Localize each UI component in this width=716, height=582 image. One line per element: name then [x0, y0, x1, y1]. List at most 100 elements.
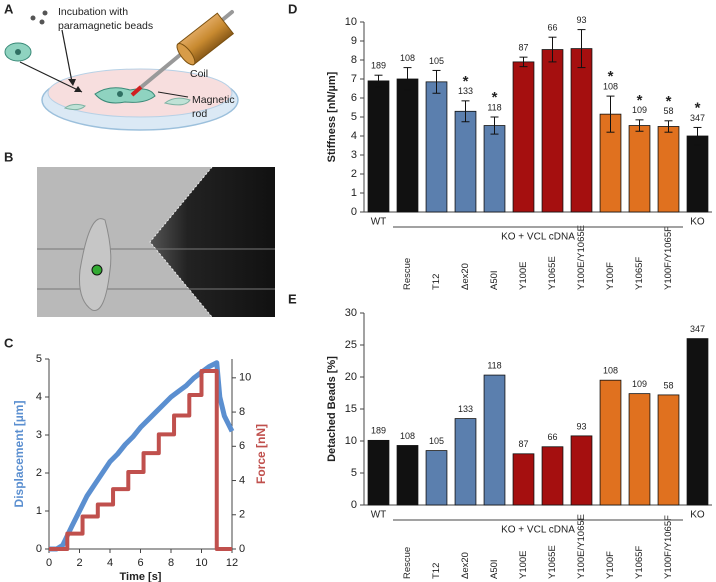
- n-label: 87: [518, 439, 528, 449]
- x-tick-label: Rescue: [402, 258, 413, 290]
- n-label: 58: [663, 380, 673, 390]
- y-tick-label: 5: [36, 353, 42, 365]
- n-label: 108: [400, 431, 415, 441]
- y-axis-label: Stiffness [nN/µm]: [326, 71, 338, 162]
- n-label: 108: [603, 366, 618, 376]
- x-tick-label: Y1065E: [547, 545, 558, 579]
- x-tick-label: Δex20: [460, 552, 471, 579]
- n-label: 189: [371, 61, 386, 71]
- n-label: 66: [547, 23, 557, 33]
- panel-label: D: [288, 1, 297, 16]
- x-tick-label: 0: [46, 557, 52, 569]
- x-tick-label: Y100F/Y1065F: [663, 226, 674, 290]
- illustration-text: Incubation with: [58, 6, 128, 18]
- bar: [628, 393, 651, 506]
- y-tick-label: 25: [345, 339, 357, 351]
- y-axis-label: Displacement [µm]: [12, 401, 26, 508]
- bar: [512, 453, 535, 506]
- bar: [541, 446, 564, 506]
- bar: [686, 338, 709, 506]
- y-tick-label: 4: [351, 130, 357, 142]
- y-tick-label: 0: [351, 206, 357, 218]
- x-tick-label: WT: [371, 217, 387, 228]
- n-label: 109: [632, 379, 647, 389]
- x-tick-label: Y100F: [605, 551, 616, 579]
- y-tick-label: 1: [36, 505, 42, 517]
- n-label: 66: [547, 432, 557, 442]
- y-tick-label: 8: [351, 54, 357, 66]
- y-tick-label: 30: [345, 307, 357, 319]
- bar: [570, 48, 593, 213]
- x-tick-label: Y100F: [605, 262, 616, 290]
- significance-mark: *: [463, 73, 469, 90]
- n-label: 118: [487, 102, 501, 112]
- n-label: 93: [576, 15, 586, 25]
- x-tick-label: Y1065F: [634, 546, 645, 579]
- x-tick-label: 10: [195, 557, 207, 569]
- data-line: [49, 360, 235, 552]
- x-tick-label: WT: [371, 510, 387, 521]
- x-tick-label: KO: [690, 217, 705, 228]
- x-tick-label: Δex20: [460, 263, 471, 290]
- x-tick-label: A50I: [489, 270, 500, 290]
- significance-mark: *: [695, 99, 701, 116]
- x-tick-label: 4: [107, 557, 113, 569]
- y2-tick-label: 6: [239, 440, 245, 452]
- illustration-text: paramagnetic beads: [58, 20, 153, 32]
- illustration-text: Magnetic: [192, 94, 235, 106]
- x-tick-label: Y1065E: [547, 256, 558, 290]
- y-axis-label: Detached Beads [%]: [326, 356, 338, 462]
- bar: [686, 135, 709, 213]
- bar: [628, 125, 651, 213]
- bar: [570, 435, 593, 506]
- x-tick-label: 12: [226, 557, 238, 569]
- bar: [512, 61, 535, 213]
- n-label: 108: [603, 81, 618, 91]
- bar: [454, 110, 477, 213]
- x-axis-label: Time [s]: [120, 571, 162, 582]
- bar: [657, 394, 680, 506]
- y-tick-label: 20: [345, 371, 357, 383]
- n-label: 118: [487, 360, 501, 370]
- y2-axis-label: Force [nN]: [254, 424, 268, 484]
- n-label: 109: [632, 105, 647, 115]
- bar: [454, 418, 477, 506]
- y-tick-label: 10: [345, 16, 357, 28]
- panel-label: B: [4, 149, 13, 164]
- x-tick-label: 2: [76, 557, 82, 569]
- x-tick-label: Y100E/Y1065E: [576, 225, 587, 290]
- y-tick-label: 0: [351, 499, 357, 511]
- n-label: 189: [371, 426, 386, 436]
- n-label: 87: [518, 43, 528, 53]
- bar: [425, 450, 448, 506]
- x-tick-label: Y100E: [518, 261, 529, 290]
- bar: [657, 126, 680, 213]
- x-tick-label: T12: [431, 274, 442, 290]
- significance-mark: *: [637, 92, 643, 109]
- illustration-text: Coil: [190, 68, 208, 80]
- panel-label: A: [4, 1, 14, 16]
- y-tick-label: 3: [351, 149, 357, 161]
- n-label: 133: [458, 86, 473, 96]
- y-tick-label: 3: [36, 429, 42, 441]
- significance-mark: *: [608, 68, 614, 85]
- y-tick-label: 7: [351, 73, 357, 85]
- illustration-text: rod: [192, 108, 207, 120]
- illustration: [4, 10, 239, 131]
- significance-mark: *: [666, 93, 672, 110]
- n-label: 108: [400, 53, 415, 63]
- y-tick-label: 5: [351, 467, 357, 479]
- y2-tick-label: 2: [239, 509, 245, 521]
- x-tick-label: Y100E: [518, 550, 529, 579]
- n-label: 347: [690, 113, 705, 123]
- leader: [157, 91, 189, 98]
- n-label: 58: [663, 106, 673, 116]
- bar: [396, 445, 419, 506]
- bar: [367, 439, 390, 506]
- group-label: KO + VCL cDNA: [501, 232, 575, 243]
- n-label: 105: [429, 56, 444, 66]
- y2-tick-label: 10: [239, 372, 251, 384]
- x-tick-label: 8: [168, 557, 174, 569]
- bar: [483, 125, 506, 213]
